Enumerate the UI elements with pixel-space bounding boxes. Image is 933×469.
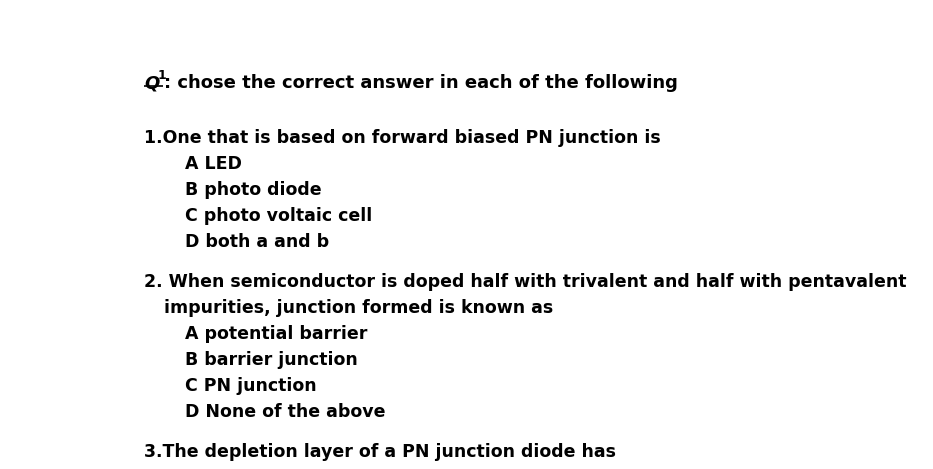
Text: 1.One that is based on forward biased PN junction is: 1.One that is based on forward biased PN… xyxy=(144,129,661,146)
Text: B photo diode: B photo diode xyxy=(186,181,322,198)
Text: D both a and b: D both a and b xyxy=(186,233,329,250)
Text: : chose the correct answer in each of the following: : chose the correct answer in each of th… xyxy=(163,75,677,92)
Text: impurities, junction formed is known as: impurities, junction formed is known as xyxy=(164,299,553,317)
Text: D None of the above: D None of the above xyxy=(186,403,386,421)
Text: 3.The depletion layer of a PN junction diode has: 3.The depletion layer of a PN junction d… xyxy=(144,443,616,461)
Text: C photo voltaic cell: C photo voltaic cell xyxy=(186,206,372,225)
Text: A potential barrier: A potential barrier xyxy=(186,325,368,343)
Text: B barrier junction: B barrier junction xyxy=(186,351,358,369)
Text: Q: Q xyxy=(144,75,160,92)
Text: 2. When semiconductor is doped half with trivalent and half with pentavalent: 2. When semiconductor is doped half with… xyxy=(144,273,907,291)
Text: A LED: A LED xyxy=(186,154,243,173)
Text: C PN junction: C PN junction xyxy=(186,377,317,395)
Text: 1: 1 xyxy=(158,69,167,82)
